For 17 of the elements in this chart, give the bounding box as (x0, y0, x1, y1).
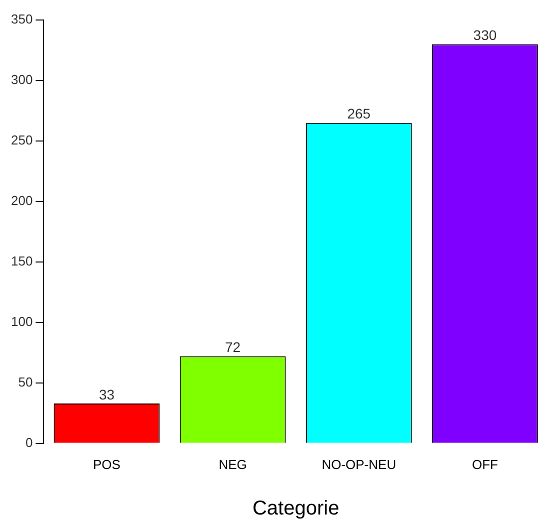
y-tick-label: 50 (18, 374, 33, 390)
y-tick-label: 250 (10, 132, 33, 148)
y-tick-label: 300 (10, 72, 33, 88)
y-tick-label: 100 (10, 314, 33, 330)
y-tick-label: 150 (10, 254, 33, 269)
x-tick-label: NEG (218, 456, 247, 472)
data-label: 330 (473, 27, 497, 44)
y-tick-label: 0 (25, 434, 33, 450)
x-tick-label: POS (92, 456, 121, 472)
y-tick-label: 200 (10, 193, 33, 208)
data-label: 265 (347, 106, 371, 122)
x-axis-title: Categorie (252, 498, 340, 520)
x-tick-label: OFF (472, 456, 498, 472)
data-label: 72 (225, 339, 241, 356)
y-tick-label: 350 (10, 12, 33, 27)
x-tick-label: NO-OP-NEU (322, 456, 396, 472)
data-label: 33 (98, 386, 115, 402)
